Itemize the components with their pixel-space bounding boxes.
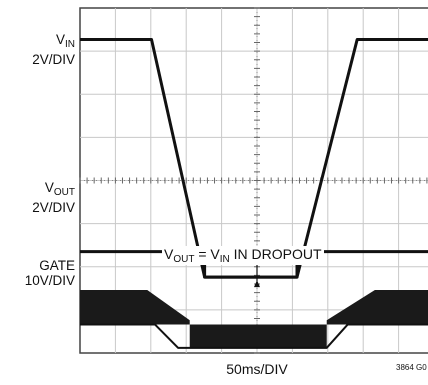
vout-channel-label: VOUT 2V/DIV [32,180,75,215]
vin-scale: 2V/DIV [32,52,75,67]
gate-trace [80,323,428,349]
figure-id: 3864 G0 [396,363,427,372]
vin-channel-label: VIN 2V/DIV [32,32,75,67]
vout-name: VOUT [44,180,75,198]
annotation-arrow-head [254,280,260,288]
gate-ripple-band [80,290,428,348]
gate-scale: 10V/DIV [24,273,75,288]
gate-name: GATE [39,258,75,273]
dropout-annotation: VOUT = VIN IN DROPOUT [162,246,324,265]
gate-channel-label: GATE 10V/DIV [25,258,75,288]
vin-name: VIN [55,32,75,50]
vout-scale: 2V/DIV [32,200,75,215]
x-axis-label: 50ms/DIV [226,361,288,377]
